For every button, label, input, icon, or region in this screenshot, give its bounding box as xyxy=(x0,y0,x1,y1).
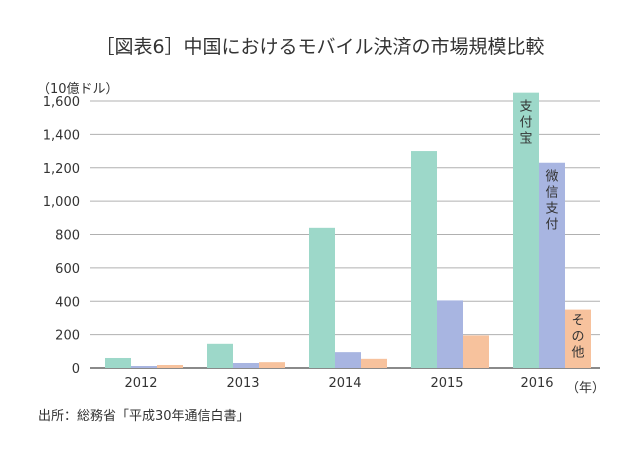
bar xyxy=(259,362,285,368)
y-tick-label: 800 xyxy=(55,229,80,244)
series-label: その他 xyxy=(571,314,584,361)
bar xyxy=(105,357,131,368)
y-tick-label: 0 xyxy=(72,362,80,377)
bar xyxy=(335,352,361,368)
bar xyxy=(361,358,387,368)
chart-title: ［図表6］中国におけるモバイル決済の市場規模比較 xyxy=(95,36,545,58)
bar xyxy=(539,162,565,368)
x-tick-label: 2016 xyxy=(520,376,553,391)
bar xyxy=(513,92,539,368)
y-tick-label: 1,200 xyxy=(43,162,80,177)
y-tick-label: 1,000 xyxy=(43,195,80,210)
y-tick-label: 1,600 xyxy=(43,95,80,110)
x-tick-label: 2012 xyxy=(124,376,157,391)
x-axis-unit-label: （年） xyxy=(566,381,606,396)
bar xyxy=(207,343,233,368)
bar xyxy=(565,309,591,368)
y-axis-unit-label: （10億ドル） xyxy=(37,82,119,97)
y-tick-label: 600 xyxy=(55,262,80,277)
series-label: 微信支付 xyxy=(545,170,558,233)
y-tick-label: 200 xyxy=(55,329,80,344)
y-tick-label: 400 xyxy=(55,295,80,310)
bar xyxy=(233,362,259,368)
y-tick-label: 1,400 xyxy=(43,128,80,143)
bar xyxy=(309,227,335,368)
series-label: 支付宝 xyxy=(519,100,532,147)
bar xyxy=(131,365,157,368)
x-tick-label: 2013 xyxy=(226,376,259,391)
x-tick-label: 2014 xyxy=(328,376,361,391)
bar xyxy=(437,300,463,368)
x-tick-label: 2015 xyxy=(430,376,463,391)
bar xyxy=(411,151,437,368)
source-note: 出所：総務省「平成30年通信白書」 xyxy=(38,409,250,424)
bar xyxy=(157,364,183,368)
bar xyxy=(463,335,489,368)
